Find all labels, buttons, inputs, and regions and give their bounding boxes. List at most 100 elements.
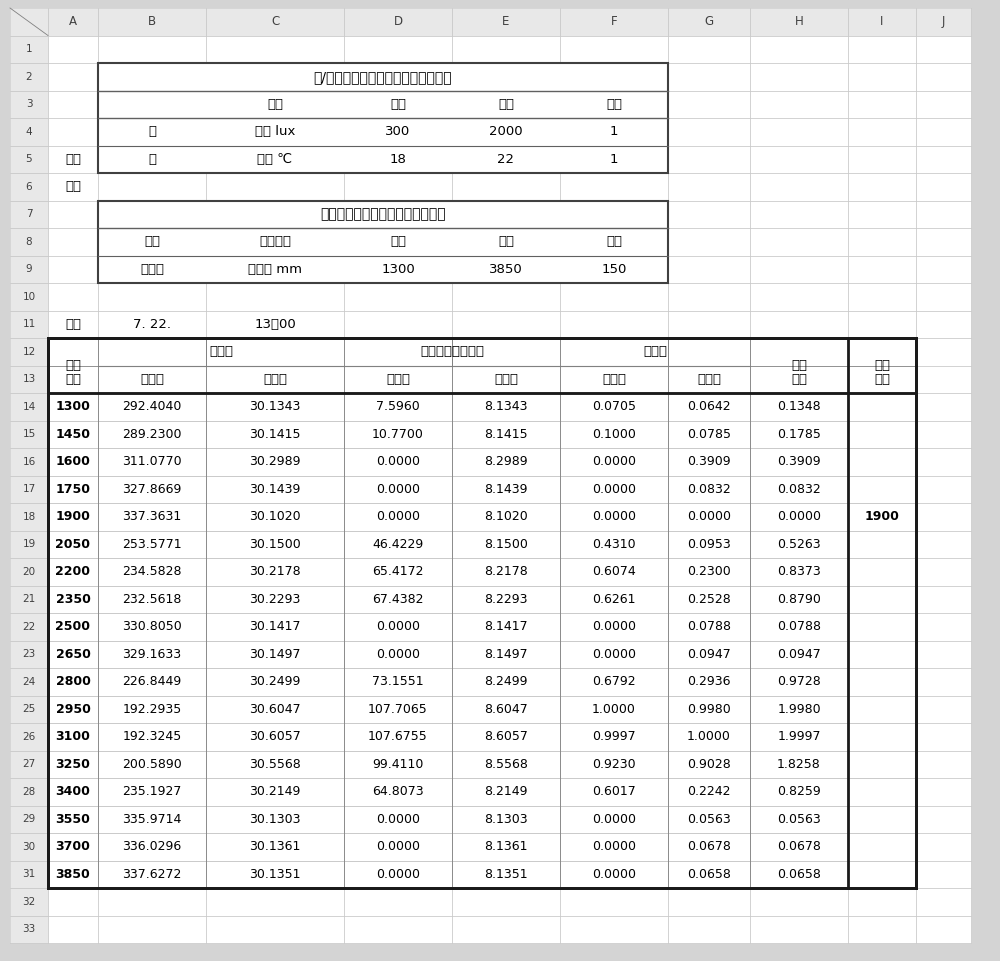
Bar xyxy=(668,36,750,63)
Text: 0.0000: 0.0000 xyxy=(592,868,636,880)
Bar xyxy=(344,476,452,503)
Bar xyxy=(848,723,916,751)
Text: 1300: 1300 xyxy=(381,262,415,276)
Bar xyxy=(916,833,971,860)
Bar xyxy=(560,338,668,365)
Text: 0.0000: 0.0000 xyxy=(592,840,636,853)
Text: 8.2293: 8.2293 xyxy=(484,593,528,605)
Bar xyxy=(916,90,971,118)
Text: 3550: 3550 xyxy=(56,813,90,825)
Bar xyxy=(452,310,560,338)
Bar xyxy=(48,751,98,778)
Bar xyxy=(344,283,452,310)
Text: 30.1497: 30.1497 xyxy=(249,648,301,661)
Text: 最大: 最大 xyxy=(498,235,514,248)
Bar xyxy=(98,201,206,228)
Bar xyxy=(206,640,344,668)
Bar xyxy=(344,421,452,448)
Bar xyxy=(452,640,560,668)
Text: 0.0000: 0.0000 xyxy=(592,482,636,496)
Text: B: B xyxy=(148,15,156,28)
Bar xyxy=(452,833,560,860)
Bar xyxy=(344,201,452,228)
Bar xyxy=(10,118,48,145)
Text: 329.1633: 329.1633 xyxy=(122,648,182,661)
Text: 300: 300 xyxy=(385,125,411,138)
Bar xyxy=(916,283,971,310)
Bar xyxy=(48,833,98,860)
Text: 30.1303: 30.1303 xyxy=(249,813,301,825)
Text: 0.0832: 0.0832 xyxy=(777,482,821,496)
Text: 0.0000: 0.0000 xyxy=(687,510,731,523)
Bar xyxy=(750,723,848,751)
Bar xyxy=(452,888,560,916)
Text: 0.0000: 0.0000 xyxy=(777,510,821,523)
Bar xyxy=(10,476,48,503)
Bar xyxy=(916,751,971,778)
Bar xyxy=(48,90,98,118)
Bar xyxy=(98,393,206,421)
Text: 26: 26 xyxy=(22,731,36,742)
Bar xyxy=(206,448,344,476)
Bar xyxy=(916,476,971,503)
Bar xyxy=(668,201,750,228)
Bar xyxy=(560,448,668,476)
Bar xyxy=(10,421,48,448)
Text: 1: 1 xyxy=(26,44,32,54)
Bar xyxy=(668,476,750,503)
Bar xyxy=(560,421,668,448)
Bar xyxy=(48,63,98,90)
Bar xyxy=(848,751,916,778)
Text: 1.9997: 1.9997 xyxy=(777,730,821,743)
Text: 0.2300: 0.2300 xyxy=(687,565,731,579)
Bar xyxy=(48,476,98,503)
Bar xyxy=(98,476,206,503)
Bar xyxy=(452,751,560,778)
Bar xyxy=(452,8,560,36)
Text: 14: 14 xyxy=(22,402,36,411)
Bar xyxy=(344,585,452,613)
Text: 0.2528: 0.2528 xyxy=(687,593,731,605)
Bar xyxy=(848,805,916,833)
Bar xyxy=(452,805,560,833)
Text: G: G xyxy=(704,15,714,28)
Bar xyxy=(750,63,848,90)
Text: 13: 13 xyxy=(22,374,36,384)
Text: 1.0000: 1.0000 xyxy=(687,730,731,743)
Text: 光指标: 光指标 xyxy=(602,373,626,385)
Bar xyxy=(206,805,344,833)
Bar xyxy=(668,283,750,310)
Bar xyxy=(206,860,344,888)
Bar xyxy=(750,310,848,338)
Text: 0.5263: 0.5263 xyxy=(777,538,821,551)
Text: 30.2989: 30.2989 xyxy=(249,456,301,468)
Bar xyxy=(848,201,916,228)
Bar xyxy=(344,145,452,173)
Bar xyxy=(916,723,971,751)
Bar xyxy=(750,916,848,943)
Bar xyxy=(668,503,750,530)
Text: 2350: 2350 xyxy=(56,593,90,605)
Bar xyxy=(98,558,206,585)
Text: 18: 18 xyxy=(390,153,406,165)
Bar xyxy=(344,916,452,943)
Bar xyxy=(344,503,452,530)
Text: 0.0000: 0.0000 xyxy=(592,620,636,633)
Bar xyxy=(98,118,206,145)
Bar xyxy=(10,201,48,228)
Bar xyxy=(48,668,98,696)
Bar xyxy=(668,228,750,256)
Bar xyxy=(98,310,206,338)
Bar xyxy=(848,8,916,36)
Bar xyxy=(344,8,452,36)
Bar xyxy=(10,668,48,696)
Text: 20: 20 xyxy=(22,567,36,577)
Bar xyxy=(916,585,971,613)
Text: 0.0000: 0.0000 xyxy=(376,648,420,661)
Bar xyxy=(344,778,452,805)
Bar xyxy=(10,723,48,751)
Bar xyxy=(848,613,916,640)
Text: 0.8790: 0.8790 xyxy=(777,593,821,605)
Text: 0.0705: 0.0705 xyxy=(592,400,636,413)
Text: J: J xyxy=(942,15,945,28)
